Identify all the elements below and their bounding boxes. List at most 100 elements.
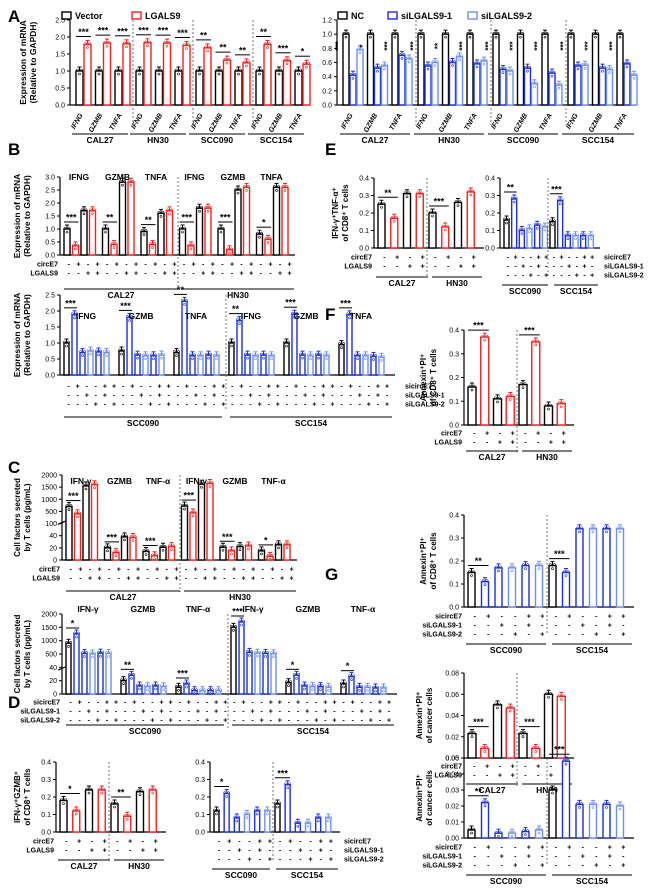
panel-a-right-data-point <box>470 31 474 35</box>
panel-b-bottom-data-point <box>236 318 239 321</box>
panel-e-right-data-point <box>512 200 516 204</box>
panel-a-left-x-tick-label: GZMB <box>208 113 224 134</box>
panel-b-bottom-bar <box>291 313 298 376</box>
panel-a-right-y-tick-label: 0.2 <box>322 88 332 95</box>
panel-d-left-y-tick-label: 0.0 <box>41 830 51 837</box>
panel-e-right-data-point <box>528 230 531 234</box>
panel-a-right-data-point <box>625 65 629 69</box>
panel-g-bottom-data-point <box>607 802 610 805</box>
panel-b-top-data-point <box>112 246 116 249</box>
panel-a-right-bar <box>380 65 389 106</box>
panel-d-right-bar <box>243 813 251 833</box>
panel-e-right-condition-mark: + <box>559 255 563 262</box>
panel-c-bottom-condition-mark: + <box>260 718 264 725</box>
panel-d-right-condition-mark: - <box>279 857 282 864</box>
panel-b-top-condition-mark: + <box>211 262 215 269</box>
panel-f-top-condition-mark: + <box>549 440 553 447</box>
panel-a-right-legend-swatch <box>467 11 478 20</box>
panel-a-left-x-tick-label: GZMB <box>148 113 164 134</box>
panel-b-bottom-condition-mark: + <box>376 384 380 391</box>
panel-b-top-sig-label: *** <box>181 213 192 223</box>
panel-a-right-data-point <box>431 60 435 63</box>
panel-b-top-sig-label: *** <box>66 213 77 223</box>
panel-b-bottom-y-tick-label: 0.5 <box>45 357 55 364</box>
panel-a-left-x-tick-label: GZMB <box>268 113 284 134</box>
panel-d-right-data-point <box>278 801 281 805</box>
panel-f-top-bar <box>556 402 566 426</box>
panel-c-top-data-point <box>277 546 280 550</box>
panel-d-right-condition-mark: - <box>238 839 241 846</box>
panel-g-top-data-point <box>534 750 538 753</box>
panel-b-bottom-bar <box>205 354 212 376</box>
panel-b-bottom-condition-mark: + <box>330 402 334 409</box>
panel-b-bottom-condition-mark: + <box>103 393 107 400</box>
panel-d-right-data-point <box>296 824 300 828</box>
panel-c-bottom-sig-label: *** <box>232 607 243 617</box>
panel-b-bottom-data-point <box>89 352 92 356</box>
panel-a-left-group-label: SCC154 <box>260 135 292 145</box>
panel-a-right-data-point <box>367 31 370 35</box>
panel-d-right-data-point <box>286 786 289 790</box>
panel-d-right-bar <box>253 810 261 833</box>
panel-c-bottom-condition-mark: + <box>223 718 227 725</box>
panel-e-left-condition-mark: + <box>472 264 476 271</box>
panel-a-left-data-point <box>103 40 107 44</box>
panel-e-left-condition-mark: - <box>434 264 437 271</box>
panel-c-top-data-point <box>142 549 146 552</box>
panel-c-bottom-data-point <box>297 673 300 676</box>
panel-b-bottom-condition-mark: - <box>368 384 371 391</box>
panel-c-top-data-point <box>232 548 235 552</box>
panel-b-bottom-condition-mark: - <box>140 402 143 409</box>
panel-a-left-data-point <box>86 46 89 49</box>
panel-c-bottom-data-point <box>382 689 385 693</box>
panel-a-right-data-point <box>496 31 500 35</box>
panel-c-top-data-point <box>131 539 135 542</box>
panel-f-top-condition-mark: + <box>562 440 566 447</box>
panel-g-bottom-data-point <box>576 802 579 805</box>
panel-c-bottom-condition-mark: - <box>188 709 191 716</box>
panel-f-top-data-point <box>532 339 536 343</box>
panel-f-bottom-data-point <box>605 530 608 534</box>
panel-b-bottom-data-point <box>307 353 310 357</box>
panel-e-left-bar <box>390 217 399 249</box>
panel-f-top-data-point <box>506 394 510 397</box>
panel-a-right-data-point <box>503 67 507 70</box>
panel-a-right-data-point <box>424 63 428 67</box>
panel-e-left-data-point <box>382 201 385 205</box>
panel-g-bottom-condition-mark: - <box>514 854 517 861</box>
panel-g-top-bar <box>531 747 541 759</box>
panel-c-top-y-tick-label: 0 <box>53 558 57 565</box>
panel-a-left-y-tick-label: 2.0 <box>55 35 65 42</box>
panel-f-bottom-data-point <box>483 583 487 587</box>
panel-g-bottom-data-point <box>468 827 471 831</box>
panel-a-left-bar <box>294 70 303 106</box>
panel-c-bottom-data-point <box>274 651 277 655</box>
panel-b-bottom-condition-mark: - <box>313 393 316 400</box>
panel-g-bottom-y-axis-label: of cancer cells <box>425 770 434 826</box>
panel-c-bottom-condition-mark: - <box>342 718 345 725</box>
panel-b-bottom-data-point <box>323 353 326 357</box>
panel-g-bottom-condition-mark: + <box>594 863 598 870</box>
panel-e-right-condition-mark: - <box>560 264 563 271</box>
panel-b-bottom-data-point <box>240 318 243 321</box>
panel-f-bottom-data-point <box>580 526 583 530</box>
panel-a-left-data-point <box>148 40 151 44</box>
panel-b-bottom-condition-mark: - <box>177 402 180 409</box>
panel-d-left-y-axis-label: of CD8⁺ T cells <box>23 768 32 826</box>
panel-d-left-data-point <box>100 791 104 795</box>
panel-g-top-group-label: CAL27 <box>479 785 506 795</box>
panel-c-bottom-condition-mark: - <box>88 718 91 725</box>
panel-b-bottom-row-label: siLGALS9-1 <box>405 393 445 400</box>
panel-b-bottom-condition-mark: - <box>349 393 352 400</box>
panel-d-right-data-point <box>247 812 251 815</box>
panel-a-right-data-point <box>444 35 447 39</box>
panel-e-right-data-point <box>543 228 547 232</box>
panel-b-bottom-data-point <box>354 353 357 357</box>
panel-b-top-group-label: HN30 <box>227 290 249 300</box>
panel-e-left-condition-mark: + <box>459 264 463 271</box>
panel-f-bottom-bar <box>602 528 611 608</box>
panel-b-bottom-y-tick-label: 1.5 <box>45 325 55 332</box>
panel-d-right-data-point <box>253 808 257 812</box>
panel-g-bottom-condition-mark: - <box>541 854 544 861</box>
panel-b-bottom-condition-mark: - <box>195 402 198 409</box>
